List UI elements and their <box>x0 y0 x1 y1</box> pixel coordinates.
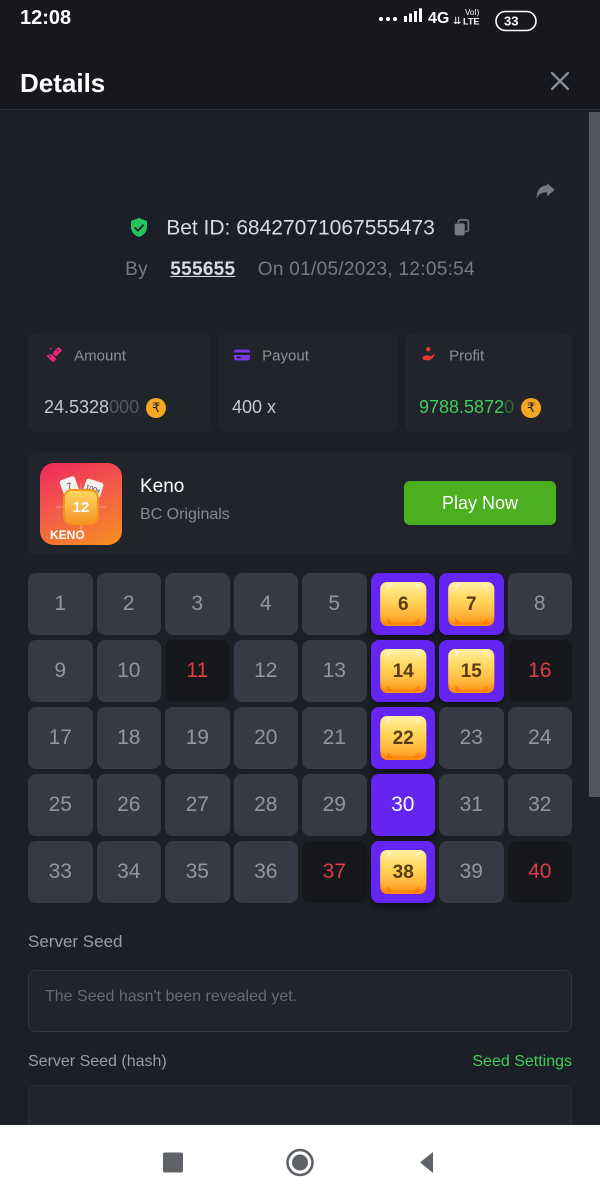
svg-text:LTE: LTE <box>463 17 479 27</box>
svg-text:KENO: KENO <box>50 528 85 542</box>
svg-text:12: 12 <box>73 499 90 516</box>
svg-text:⇊: ⇊ <box>453 16 461 27</box>
svg-text:14: 14 <box>392 661 414 682</box>
svg-text:38: 38 <box>392 862 413 883</box>
svg-text:4G: 4G <box>428 10 449 27</box>
svg-text:6: 6 <box>397 594 408 615</box>
svg-text:15: 15 <box>461 661 483 682</box>
svg-text:33: 33 <box>504 14 518 29</box>
svg-text:22: 22 <box>392 728 413 749</box>
svg-text:7: 7 <box>466 594 477 615</box>
